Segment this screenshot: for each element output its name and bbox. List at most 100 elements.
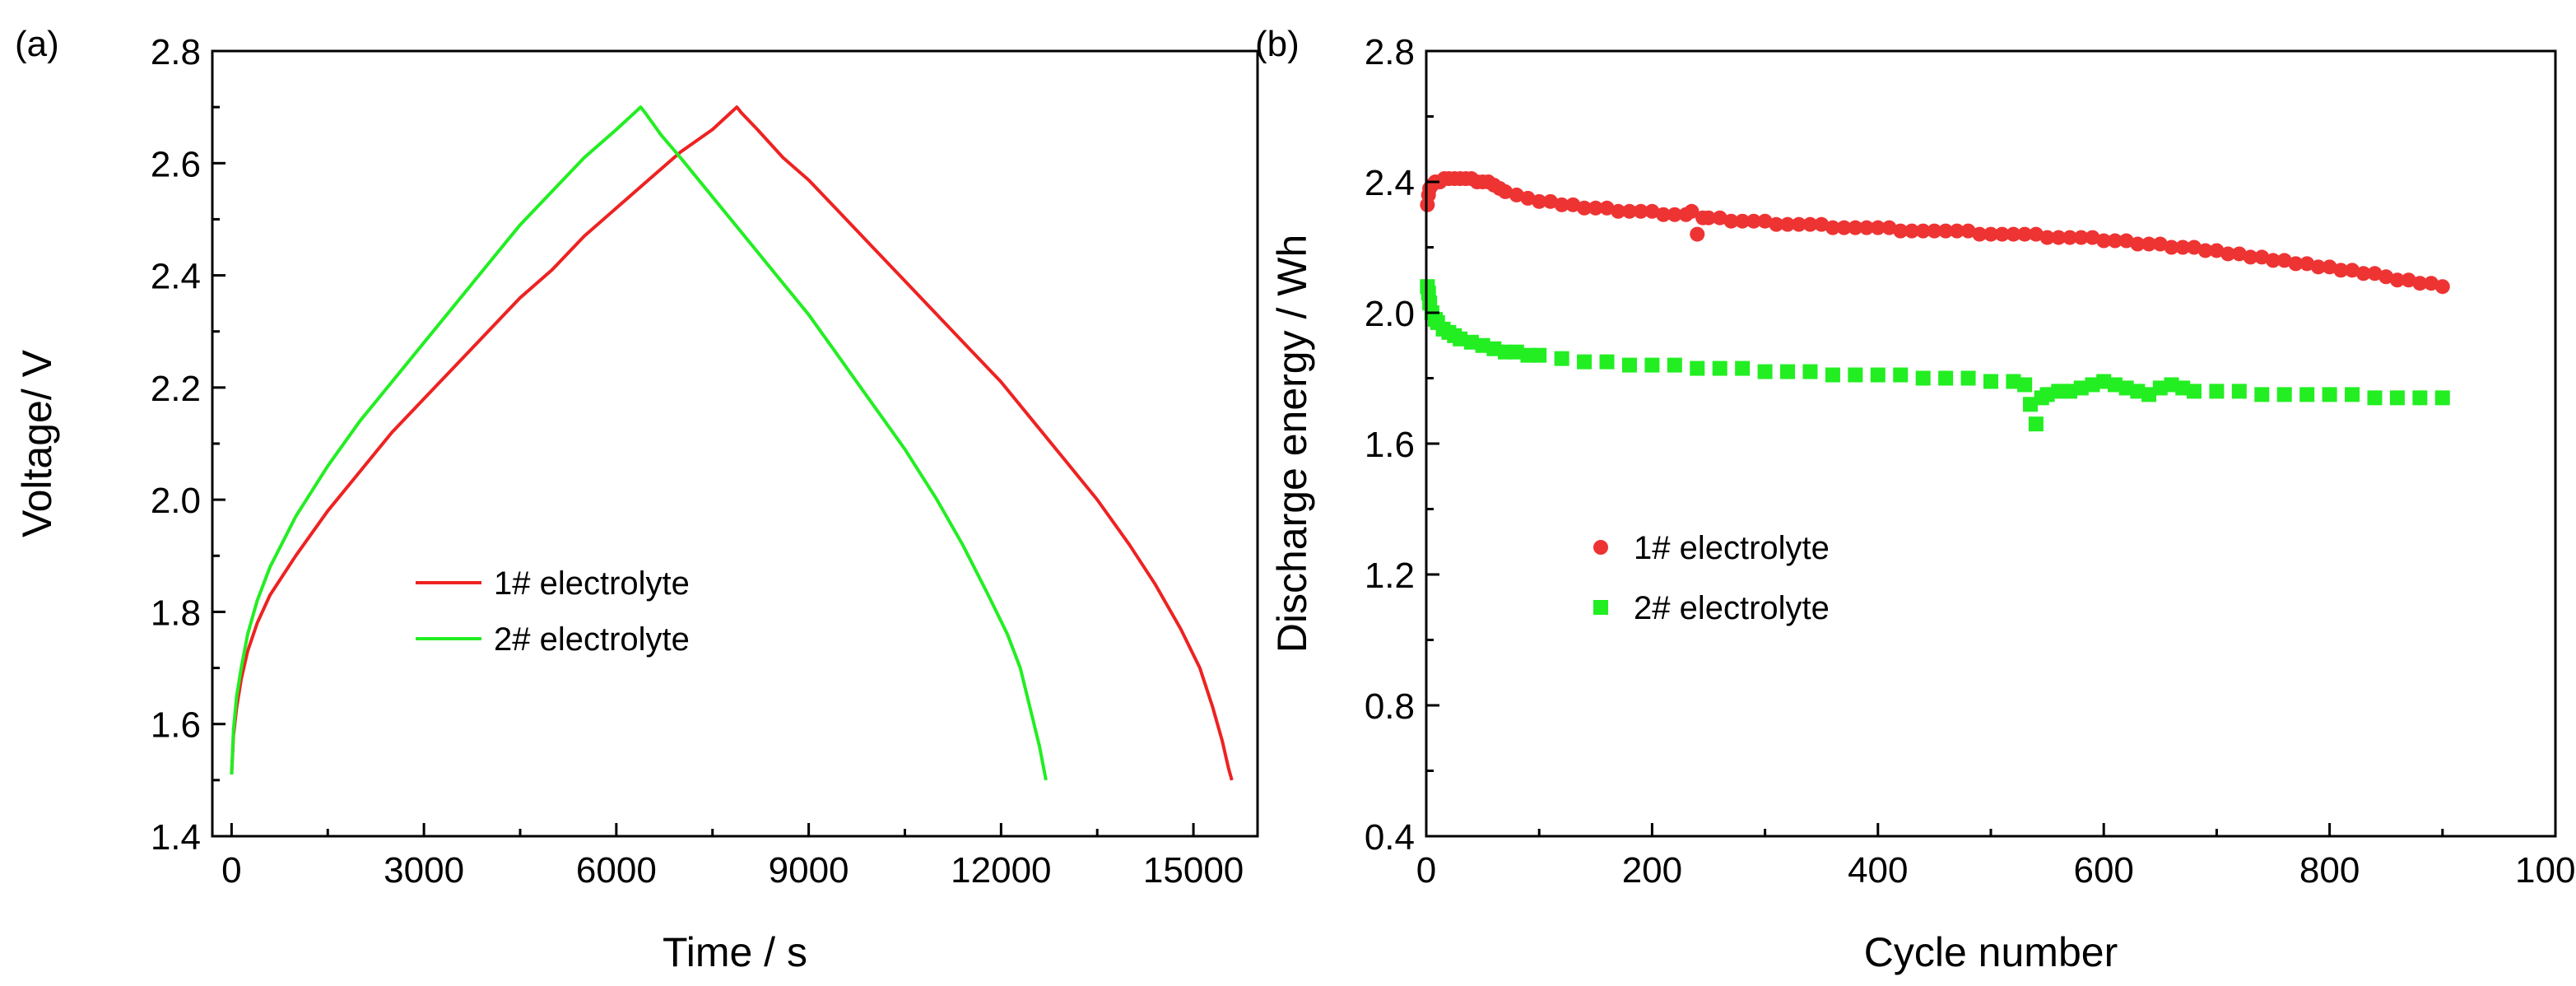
panel-b-series-2-point [2299,387,2315,402]
panel-b-series-1-point [2006,226,2021,242]
panel-a-series-2-line [230,105,1048,781]
panel-b-series-1-point [2266,253,2281,268]
panel-a-xtick-label: 6000 [576,850,657,891]
panel-a-xtick-label: 3000 [384,850,464,891]
panel-b-series-1-point [1746,213,1761,229]
panel-b-ytick-label: 2.4 [1365,163,1415,203]
panel-b-xtick-label: 0 [1416,850,1436,891]
panel-b-series-2-point [2062,384,2078,399]
panel-b-series-2-point [2322,387,2337,402]
panel-b-series-1-point [1621,203,1637,219]
panel-b-x-axis: 0 200 400 600 800 1000 [1416,823,2576,891]
panel-b-series-2-point [2118,380,2134,396]
panel-a-xlabel: Time / s [663,929,807,975]
panel-b-ytick-label: 0.8 [1365,686,1415,727]
panel-b-series-2-point [2367,390,2383,406]
panel-b-series-1-point [2243,249,2258,265]
panel-b-series-2-point [2006,374,2021,389]
panel-b-series-2-point [2096,374,2112,389]
panel-b-series-2-point [1848,367,1863,383]
panel-b-energy-chart: (b) 0.4 0.8 1.2 1.6 2.0 2.4 2.8 0 200 400 600 800 1… [1255,24,2576,975]
panel-b-series-1-point [1667,207,1682,222]
panel-b-series-1-point [2096,233,2112,249]
panel-b-series-1-point [2186,240,2202,255]
panel-b-series-1-point [1960,223,1976,239]
panel-b-series-2-point [1780,364,1796,379]
panel-b-series-1-point [2424,276,2439,291]
panel-b-series-1-point [1780,216,1796,232]
panel-a-ytick-label: 2.6 [151,144,201,184]
panel-b-series-1-point [1712,210,1727,226]
panel-b-series-2-point [1486,341,1502,356]
panel-a-xtick-label: 9000 [769,850,849,891]
panel-a-legend-label-1: 1# electrolyte [494,565,690,602]
panel-b-series-1-point [1757,213,1773,229]
panel-b-series-1-point [2085,230,2100,245]
panel-b-series-1-point [1825,220,1840,235]
panel-b-series-1-point [1859,220,1875,235]
panel-b-series-1-point [1938,223,1954,239]
panel-b-series-1-point [1599,200,1615,216]
panel-b-series-1-point [1983,226,1998,242]
panel-b-series-1-point [1520,190,1536,206]
panel-a-voltage-chart: (a) 1.4 1.6 1.8 2.0 2.2 2.4 2.6 2.8 0 3000 6000 90… [14,24,1259,975]
panel-b-series-1-point [1870,220,1886,235]
panel-b-series-2-point [1893,367,1909,383]
panel-b-series-1-point [2310,259,2326,275]
panel-b-plot-area [1420,171,2450,432]
panel-b-series-1-point [2254,249,2270,265]
panel-b-series-1-point [1498,184,1514,199]
panel-b-series-1-point [2355,266,2371,281]
panel-b-series-1-point [2175,240,2191,255]
panel-a-ytick-label: 2.2 [151,369,201,409]
panel-b-ytick-label: 1.6 [1365,425,1415,465]
panel-b-legend-marker-2 [1593,600,1608,615]
panel-b-series-2-point [1960,370,1976,386]
panel-b-series-2-point [1532,347,1547,363]
panel-b-xlabel: Cycle number [1864,929,2118,975]
panel-b-series-2-point [2017,377,2033,393]
panel-b-series-2-point [1983,374,1998,389]
panel-a-legend-label-2: 2# electrolyte [494,621,690,658]
panel-b-series-2-point [2175,380,2191,396]
panel-b-series-2-point [2085,377,2100,393]
panel-b-series-2-point [2345,387,2360,402]
panel-b-series-2-point [1757,364,1773,379]
panel-b-series-1-point [2039,230,2055,245]
panel-b-series-1-point [1893,223,1909,239]
panel-b-xtick-label: 1000 [2515,850,2576,891]
panel-b-legend-marker-1 [1593,540,1608,555]
panel-b-series-2-point [1690,360,1705,376]
panel-b-series-1-point [2333,263,2349,278]
panel-b-series-1-point [1633,203,1648,219]
panel-b-series-2-point [1644,357,1660,373]
panel-b-series-1-point [1690,226,1705,242]
panel-b-series-2-point [2130,384,2146,399]
panel-b-series-1-point [2017,226,2033,242]
panel-b-series-2-point [1509,344,1524,360]
panel-a-plot-area [230,105,1234,781]
panel-b-series-1-point [1769,216,1784,232]
panel-b-series-1-point [1814,216,1830,232]
panel-b-series-1-point [1735,213,1751,229]
panel-b-series-1-point [2389,272,2405,288]
panel-b-series-2-point [1870,367,1886,383]
panel-b-series-1-point [2345,263,2360,278]
panel-b-series-1-point [2322,259,2337,275]
panel-b-ylabel: Discharge energy / Wh [1269,235,1315,653]
panel-b-ytick-label: 0.4 [1365,817,1415,858]
panel-b-ytick-label: 2.0 [1365,294,1415,334]
panel-b-series-2-point [2254,387,2270,402]
panel-b-series-2-point [2039,387,2055,402]
panel-b-series-1-point [1881,220,1897,235]
panel-b-series-2-point [2186,384,2202,399]
panel-b-series-1-point [2412,276,2428,291]
panel-b-series-2-point [1577,354,1593,370]
panel-b-series-1-point [2107,233,2123,249]
panel-b-series-1-point [2164,240,2179,255]
panel-b-series-1-point [1542,193,1558,209]
panel-b-series-1-point [1565,197,1581,212]
panel-a-label: (a) [15,24,59,64]
panel-b-series-2-point [2152,380,2168,396]
panel-a-series-1-line [230,105,1234,781]
